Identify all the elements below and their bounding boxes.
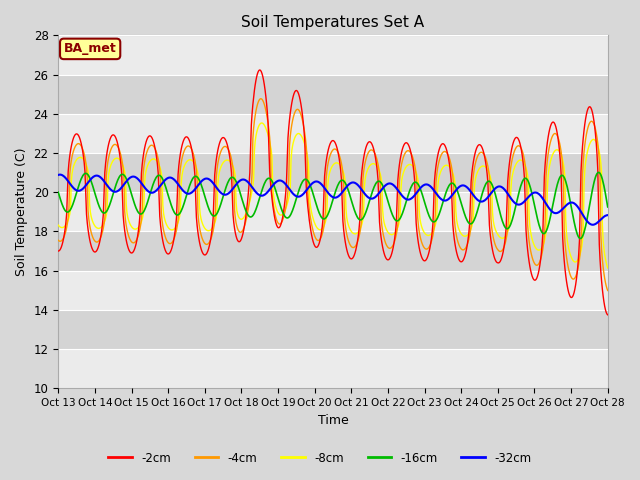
Bar [58, 192, 608, 231]
Y-axis label: Soil Temperature (C): Soil Temperature (C) [15, 147, 28, 276]
Bar [58, 349, 608, 388]
X-axis label: Time: Time [317, 414, 348, 427]
Bar [58, 74, 608, 114]
Text: BA_met: BA_met [64, 42, 116, 55]
Bar [58, 36, 608, 74]
Bar [58, 271, 608, 310]
Legend: -2cm, -4cm, -8cm, -16cm, -32cm: -2cm, -4cm, -8cm, -16cm, -32cm [104, 447, 536, 469]
Bar [58, 114, 608, 153]
Bar [58, 310, 608, 349]
Bar [58, 153, 608, 192]
Bar [58, 231, 608, 271]
Title: Soil Temperatures Set A: Soil Temperatures Set A [241, 15, 424, 30]
